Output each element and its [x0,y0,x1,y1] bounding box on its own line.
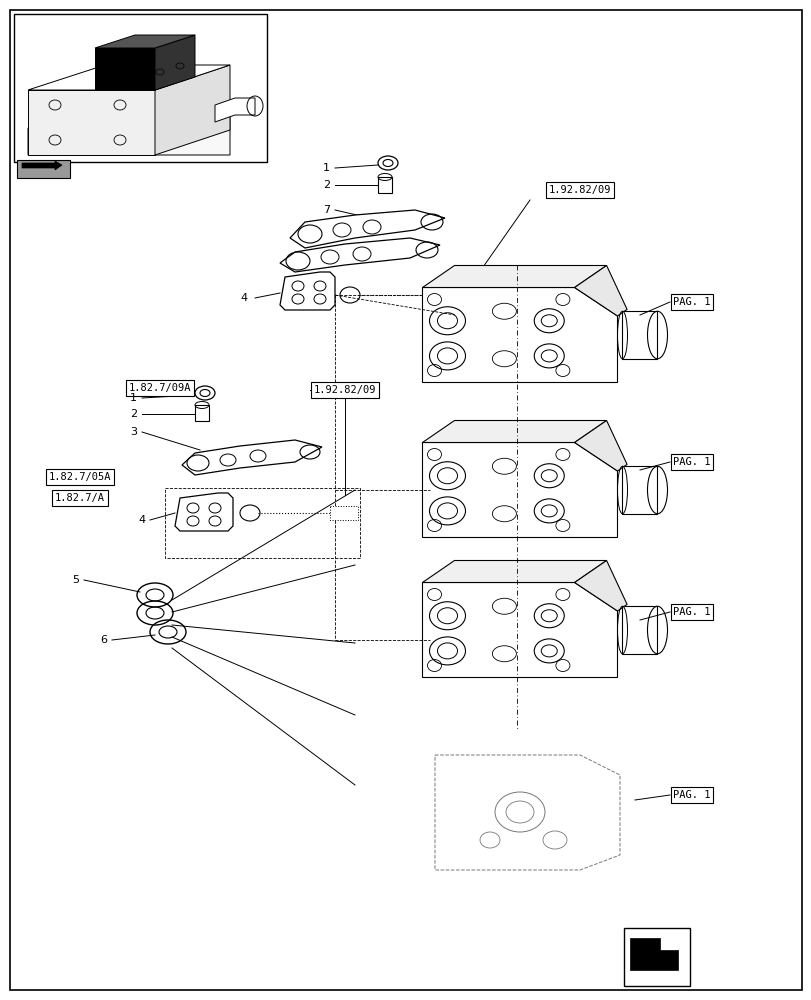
Polygon shape [280,272,335,310]
Text: 1.82.7/05A: 1.82.7/05A [49,472,111,482]
Text: 1: 1 [130,393,137,403]
Bar [622,311,657,359]
Text: 3: 3 [130,427,137,437]
Bar [378,177,392,193]
Text: 1.92.82/09: 1.92.82/09 [548,185,611,195]
Text: PAG. 1: PAG. 1 [672,607,710,617]
Polygon shape [28,100,230,155]
Text: 5: 5 [72,575,79,585]
Polygon shape [182,440,322,475]
Polygon shape [290,210,444,248]
Polygon shape [95,48,155,90]
Polygon shape [422,560,606,582]
Polygon shape [422,288,616,382]
Polygon shape [574,265,626,316]
Polygon shape [22,161,62,170]
Polygon shape [435,755,620,870]
Text: 1: 1 [323,163,329,173]
Bar [329,506,358,520]
Polygon shape [574,420,626,471]
Text: 4: 4 [240,293,247,303]
Bar [623,928,689,986]
Text: 2: 2 [130,409,137,419]
Polygon shape [95,35,195,48]
Polygon shape [422,442,616,538]
Text: PAG. 1: PAG. 1 [672,297,710,307]
Text: 1.92.82/09: 1.92.82/09 [313,385,375,395]
Polygon shape [28,65,230,90]
Polygon shape [175,493,233,531]
Polygon shape [422,420,606,442]
Text: PAG. 1: PAG. 1 [672,790,710,800]
Polygon shape [28,90,155,155]
Text: 1.82.7/A: 1.82.7/A [55,493,105,503]
Polygon shape [155,65,230,155]
Polygon shape [155,35,195,90]
Polygon shape [215,98,255,122]
Text: PAG. 1: PAG. 1 [672,457,710,467]
Polygon shape [280,238,440,272]
Text: 1.82.7/09A: 1.82.7/09A [129,383,191,393]
Text: 7: 7 [323,205,330,215]
Bar [622,606,657,654]
Text: 2: 2 [323,180,330,190]
Bar [195,405,208,421]
Polygon shape [17,160,70,178]
Text: 4: 4 [138,515,145,525]
Polygon shape [422,265,606,288]
Polygon shape [422,582,616,678]
Bar [622,466,657,514]
Bar [430,288,457,302]
Bar [165,488,359,558]
Polygon shape [629,938,677,970]
Text: 6: 6 [100,635,107,645]
Bar [14,14,267,162]
Polygon shape [574,560,626,611]
